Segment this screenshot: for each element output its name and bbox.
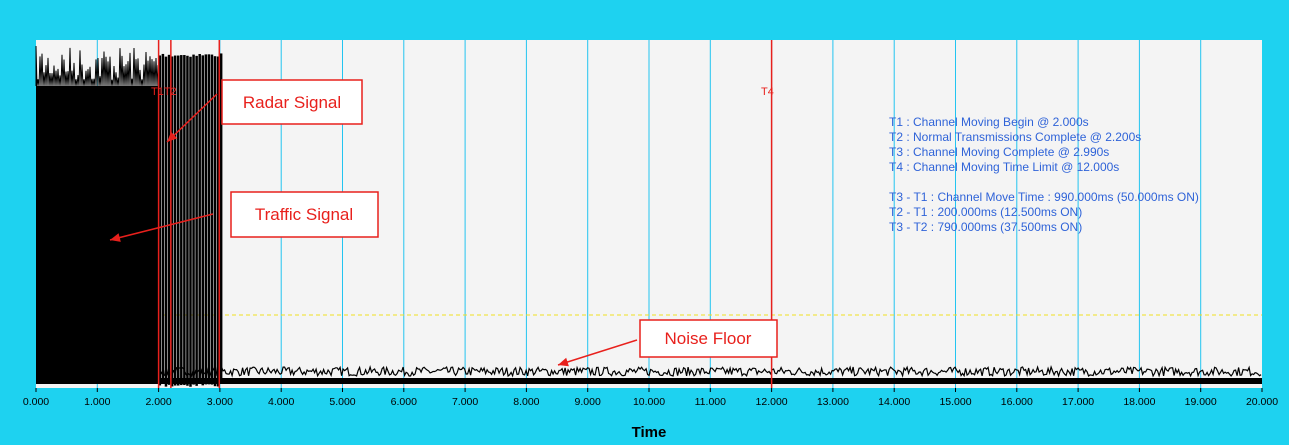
signal-pulse [189,57,192,387]
signal-pulse [195,56,198,386]
x-tick-label: 9.000 [575,396,601,408]
x-tick-label: 13.000 [817,396,849,408]
x-tick-label: 7.000 [452,396,478,408]
x-tick-label: 16.000 [1001,396,1033,408]
x-axis-label: Time [632,424,667,441]
x-tick-label: 4.000 [268,396,294,408]
signal-pulse [174,56,177,386]
signal-pulse [208,54,211,384]
signal-pulse [162,54,165,384]
signal-pulse [180,55,183,385]
info-line: T1 : Channel Moving Begin @ 2.000s [889,115,1089,129]
x-tick-label: 10.000 [633,396,665,408]
x-tick-label: 19.000 [1185,396,1217,408]
signal-pulse [165,57,168,387]
x-tick-label: 0.000 [23,396,49,408]
x-tick-label: 8.000 [513,396,539,408]
info-line: T3 - T2 : 790.000ms (37.500ms ON) [889,220,1082,234]
x-tick-label: 12.000 [756,396,788,408]
x-tick-label: 18.000 [1123,396,1155,408]
info-line: T2 : Normal Transmissions Complete @ 2.2… [889,130,1141,144]
x-tick-label: 14.000 [878,396,910,408]
info-line: T4 : Channel Moving Time Limit @ 12.000s [889,160,1119,174]
x-tick-label: 6.000 [391,396,417,408]
info-line: T3 : Channel Moving Complete @ 2.990s [889,145,1109,159]
signal-dense-block [36,86,159,382]
x-tick-label: 20.000 [1246,396,1278,408]
x-tick-label: 15.000 [939,396,971,408]
signal-pulse [211,55,214,385]
signal-pulse [168,55,171,385]
signal-pulse [202,55,205,385]
x-tick-label: 17.000 [1062,396,1094,408]
x-tick-label: 11.000 [695,396,726,408]
x-tick-label: 2.000 [145,396,171,408]
signal-pulse [183,55,186,385]
x-tick-label: 1.000 [84,396,110,408]
annotation-label: Traffic Signal [255,205,353,224]
signal-pulse [177,56,180,386]
x-tick-label: 5.000 [329,396,355,408]
signal-pulse [214,56,217,386]
info-line: T3 - T1 : Channel Move Time : 990.000ms … [889,190,1199,204]
annotation-label: Noise Floor [665,329,752,348]
annotation-label: Radar Signal [243,93,341,112]
signal-pulse [198,54,201,384]
info-line: T2 - T1 : 200.000ms (12.500ms ON) [889,205,1082,219]
x-tick-labels: 0.000 1.000 2.000 3.000 4.000 5.000 6.000 7.000… [23,388,1278,408]
x-tick-label: 3.000 [207,396,233,408]
marker-label-t1-t2: T1T2 [151,86,177,98]
marker-label-t4: T4 [761,86,774,98]
